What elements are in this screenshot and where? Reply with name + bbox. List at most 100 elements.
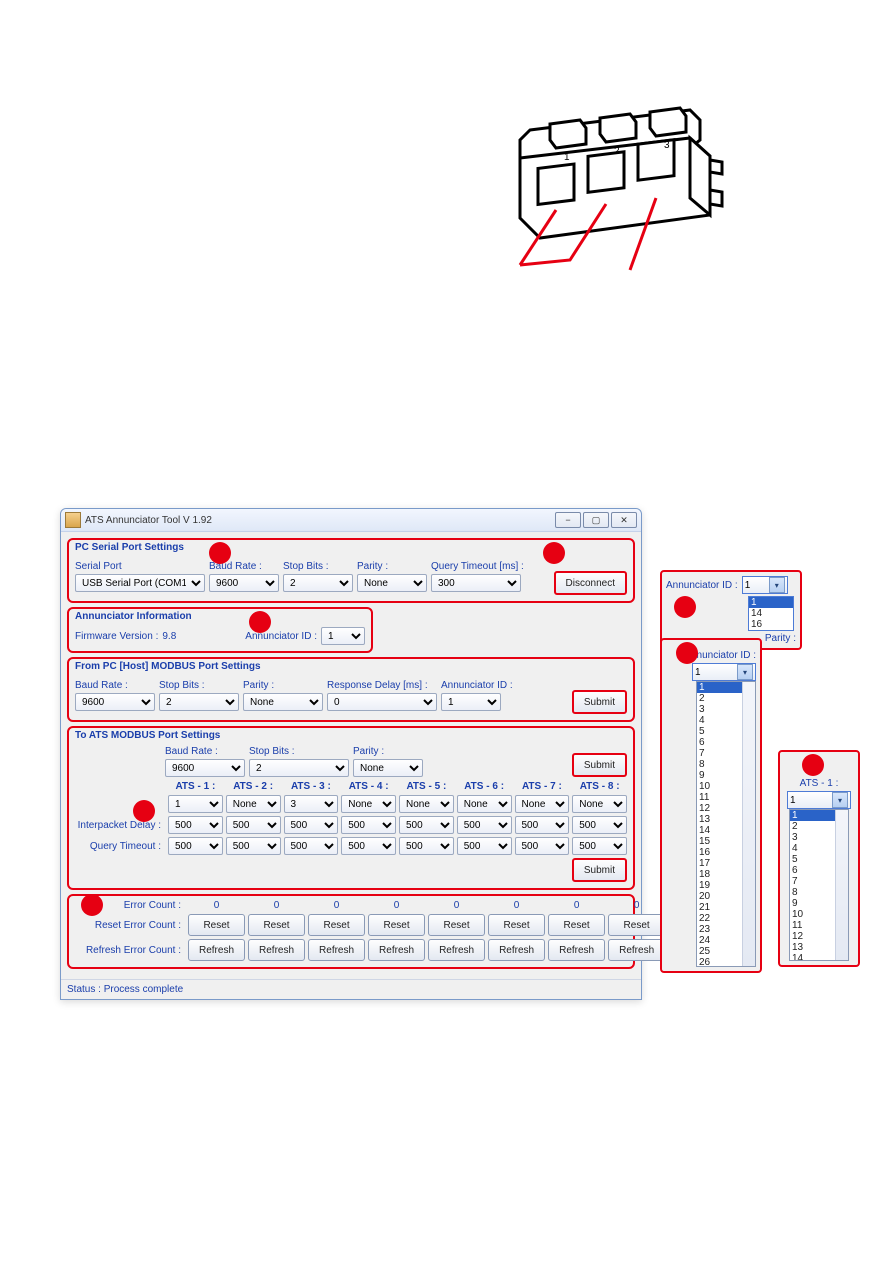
from-pc-baud-select[interactable]: 9600 [75, 693, 155, 711]
ats-id-select[interactable]: None [226, 795, 281, 813]
query-timeout-select[interactable]: 500 [399, 837, 454, 855]
ats-id-select[interactable]: 3 [284, 795, 339, 813]
refresh-button[interactable]: Refresh [488, 939, 545, 961]
ats-id-select[interactable]: None [341, 795, 396, 813]
disconnect-button[interactable]: Disconnect [554, 571, 627, 595]
interpacket-select[interactable]: 500 [284, 816, 339, 834]
refresh-button[interactable]: Refresh [608, 939, 665, 961]
reset-button[interactable]: Reset [368, 914, 425, 936]
resp-label: Response Delay [ms] : [327, 680, 428, 691]
minimize-button[interactable]: − [555, 512, 581, 528]
query-timeout-select[interactable]: 500 [284, 837, 339, 855]
interpacket-select[interactable]: 500 [399, 816, 454, 834]
annun-id-listbox[interactable]: 1234567891011121314151617181920212223242… [696, 681, 756, 967]
interpacket-select[interactable]: 500 [572, 816, 627, 834]
ats-id-select[interactable]: None [515, 795, 570, 813]
query-timeout-select[interactable]: 500 [457, 837, 512, 855]
annun-id-combo[interactable]: 1▾ [692, 663, 756, 681]
query-timeout-select[interactable]: 500 [168, 837, 223, 855]
to-ats-parity-select[interactable]: None [353, 759, 423, 777]
interpacket-select[interactable]: 500 [168, 816, 223, 834]
annun-id-dropdown[interactable]: 1 14 16 [748, 596, 794, 631]
refresh-button[interactable]: Refresh [368, 939, 425, 961]
annun-id-combo[interactable]: 1▾ [742, 576, 788, 594]
error-count: 0 [248, 900, 305, 911]
from-pc-stop-select[interactable]: 2 [159, 693, 239, 711]
annun-info-title: Annunciator Information [75, 611, 365, 622]
interpacket-label: Interpacket Delay : [75, 820, 165, 831]
from-pc-parity-select[interactable]: None [243, 693, 323, 711]
scrollbar[interactable] [742, 682, 755, 966]
status-value: Process complete [104, 984, 183, 995]
close-button[interactable]: ✕ [611, 512, 637, 528]
query-timeout-select[interactable]: 500 [226, 837, 281, 855]
reset-button[interactable]: Reset [548, 914, 605, 936]
ats1-combo[interactable]: 1▾ [787, 791, 851, 809]
timeout-select[interactable]: 300 [431, 574, 521, 592]
svg-text:3: 3 [664, 140, 670, 151]
error-count: 0 [188, 900, 245, 911]
reset-button[interactable]: Reset [248, 914, 305, 936]
refresh-error-label: Refresh Error Count : [75, 945, 185, 956]
parity-label: Parity : [243, 680, 274, 691]
app-icon [65, 512, 81, 528]
to-ats-group: To ATS MODBUS Port Settings Baud Rate : … [67, 726, 635, 890]
annun-id-select[interactable]: 1 [321, 627, 365, 645]
refresh-button[interactable]: Refresh [248, 939, 305, 961]
ats-id-select[interactable]: None [399, 795, 454, 813]
error-count: 0 [548, 900, 605, 911]
callout-dot [81, 894, 103, 916]
to-ats-submit1-button[interactable]: Submit [572, 753, 627, 777]
popout-annun-id-long: Annunciator ID : 1▾ 12345678910111213141… [660, 638, 762, 973]
reset-button[interactable]: Reset [428, 914, 485, 936]
ats1-listbox[interactable]: 1234567891011121314 [789, 809, 849, 961]
baud-select[interactable]: 9600 [209, 574, 279, 592]
ats1-label: ATS - 1 : [784, 778, 854, 789]
refresh-button[interactable]: Refresh [428, 939, 485, 961]
from-pc-id-select[interactable]: 1 [441, 693, 501, 711]
query-timeout-select[interactable]: 500 [515, 837, 570, 855]
maximize-button[interactable]: ▢ [583, 512, 609, 528]
error-count: 0 [428, 900, 485, 911]
status-label: Status : [67, 984, 101, 995]
reset-button[interactable]: Reset [188, 914, 245, 936]
parity-select[interactable]: None [357, 574, 427, 592]
parity-label: Parity : [353, 746, 384, 757]
to-ats-submit2-button[interactable]: Submit [572, 858, 627, 882]
refresh-button[interactable]: Refresh [308, 939, 365, 961]
query-timeout-select[interactable]: 500 [572, 837, 627, 855]
baud-label: Baud Rate : [165, 746, 218, 757]
annun-id-label: Annunciator ID : [666, 580, 738, 591]
to-ats-baud-select[interactable]: 9600 [165, 759, 245, 777]
query-timeout-select[interactable]: 500 [341, 837, 396, 855]
ats-id-select[interactable]: None [572, 795, 627, 813]
reset-button[interactable]: Reset [308, 914, 365, 936]
error-count: 0 [488, 900, 545, 911]
error-count: 0 [308, 900, 365, 911]
pc-serial-group: PC Serial Port Settings Serial Port USB … [67, 538, 635, 603]
titlebar: ATS Annunciator Tool V 1.92 − ▢ ✕ [61, 509, 641, 532]
ats-id-select[interactable]: None [457, 795, 512, 813]
refresh-button[interactable]: Refresh [188, 939, 245, 961]
interpacket-select[interactable]: 500 [457, 816, 512, 834]
ats-id-select[interactable]: 1 [168, 795, 223, 813]
interpacket-select[interactable]: 500 [226, 816, 281, 834]
ats-header: ATS - 4 : [341, 781, 396, 792]
ats-header: ATS - 6 : [457, 781, 512, 792]
reset-button[interactable]: Reset [488, 914, 545, 936]
interpacket-select[interactable]: 500 [341, 816, 396, 834]
callout-dot [133, 800, 155, 822]
ats-header: ATS - 2 : [226, 781, 281, 792]
ats-header: ATS - 1 : [168, 781, 223, 792]
serial-port-select[interactable]: USB Serial Port (COM11) [75, 574, 205, 592]
refresh-button[interactable]: Refresh [548, 939, 605, 961]
reset-button[interactable]: Reset [608, 914, 665, 936]
stop-select[interactable]: 2 [283, 574, 353, 592]
from-pc-submit-button[interactable]: Submit [572, 690, 627, 714]
scrollbar[interactable] [835, 810, 848, 960]
interpacket-select[interactable]: 500 [515, 816, 570, 834]
from-pc-resp-select[interactable]: 0 [327, 693, 437, 711]
to-ats-stop-select[interactable]: 2 [249, 759, 349, 777]
stop-label: Stop Bits : [283, 561, 329, 572]
callout-dot [676, 642, 698, 664]
